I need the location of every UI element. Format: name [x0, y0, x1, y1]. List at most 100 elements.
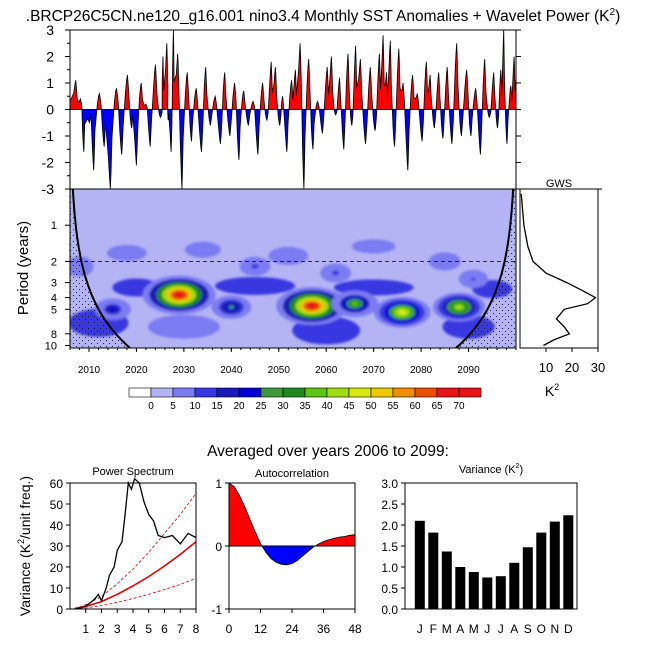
ps-lower-confidence-line [74, 578, 197, 610]
colorbar-swatch [150, 387, 174, 398]
colorbar-swatch [128, 387, 152, 398]
power-spectrum-axes-box [69, 482, 197, 610]
autocorrelation-title: Autocorrelation [255, 468, 329, 480]
ps-xtick-label: 1 [82, 622, 89, 636]
variance-bar-4 [455, 567, 466, 609]
wavelet-xtick-label: 2010 [78, 365, 101, 376]
wavelet-axes-box [69, 188, 517, 349]
variance-month-label: J [484, 622, 490, 636]
ac-xtick-label: 0 [226, 622, 233, 636]
wavelet-band [215, 276, 296, 295]
autocorrelation-line [229, 483, 355, 566]
ps-ytick-label: 0 [56, 603, 63, 617]
colorbar-label: 65 [431, 401, 443, 412]
sst-series-line [70, 30, 516, 189]
variance-ytick-label: 1.0 [381, 561, 398, 575]
variance-ytick-label: 0.0 [381, 603, 398, 617]
wavelet-contour-peak-2040 [228, 305, 235, 310]
variance-ytick-label: 2.5 [381, 498, 398, 512]
variance-ytick-label: 2.0 [381, 519, 398, 533]
colorbar-swatch [304, 387, 328, 398]
colorbar: 0 5 10 15 20 25 30 35 40 45 50 55 60 65 70 [128, 387, 482, 412]
autocorrelation-negative-area [229, 546, 355, 565]
variance-month-label: M [469, 622, 479, 636]
cone-of-influence-line [71, 189, 515, 348]
wavelet-panel: 1 2 3 45 810 2010 2020 2030 2040 2050 2060 2070 2080… [15, 188, 517, 376]
sst-anomaly-panel: 3 2 1 0 -1 -2 -3 [42, 22, 521, 197]
power-spectrum-title: Power Spectrum [92, 466, 173, 478]
ps-ytick-label: 50 [50, 498, 64, 512]
colorbar-swatch [216, 387, 240, 398]
variance-month-label: J [417, 622, 423, 636]
wavelet-ytick-label: 5 [51, 304, 57, 316]
sst-ytick-label: -3 [42, 181, 55, 197]
colorbar-label: 40 [321, 401, 333, 412]
wavelet-ylabel: Period (years) [15, 221, 32, 315]
variance-bar-1 [414, 520, 425, 609]
ps-xtick-label: 6 [161, 622, 168, 636]
wavelet-ytick-label: 8 [51, 329, 57, 341]
ps-ytick-label: 60 [50, 477, 64, 491]
wavelet-xtick-label: 2080 [410, 365, 433, 376]
ps-xtick-label: 4 [130, 622, 137, 636]
gws-title: GWS [546, 178, 572, 190]
variance-month-label: O [537, 622, 546, 636]
wavelet-contour-peak-2057 [307, 303, 317, 310]
wavelet-contour-peak-2088 [455, 304, 463, 310]
wavelet-contour-peak-2015 [110, 307, 116, 311]
variance-month-label: A [510, 622, 518, 636]
variance-bar-2 [428, 532, 439, 609]
variance-bar-3 [441, 551, 452, 609]
wavelet-band [147, 314, 220, 339]
gws-line [520, 193, 597, 347]
colorbar-swatch [436, 387, 460, 398]
colorbar-label: 35 [299, 401, 311, 412]
variance-axes-box [404, 482, 578, 610]
wavelet-xtick-label: 2030 [173, 365, 196, 376]
colorbar-swatch [238, 387, 262, 398]
colorbar-label: 0 [148, 401, 154, 412]
autocorrelation-positive-area [229, 483, 355, 546]
variance-bar-7 [495, 576, 506, 609]
wavelet-ytick-label: 10 [45, 340, 57, 352]
ps-upper-confidence-line [74, 493, 197, 609]
ps-ytick-label: 30 [50, 540, 64, 554]
wavelet-xtick-label: 2050 [268, 365, 291, 376]
variance-bar-9 [522, 547, 533, 609]
variance-month-label: D [564, 622, 573, 636]
ac-ytick-label: -1 [211, 603, 222, 617]
wavelet-contour-peak-2045 [252, 264, 258, 268]
gws-xtick-label: 10 [539, 360, 553, 375]
sst-ytick-label: -1 [42, 128, 55, 144]
gws-xtick-label: 20 [565, 360, 579, 375]
wavelet-ytick-label: 1 [51, 220, 57, 232]
variance-month-label: F [430, 622, 437, 636]
ps-red-noise-line [74, 541, 197, 610]
variance-month-label: J [498, 622, 504, 636]
sst-ytick-label: 1 [46, 75, 54, 91]
colorbar-swatch [260, 387, 284, 398]
colorbar-swatch [370, 387, 394, 398]
wavelet-xtick-label: 2040 [220, 365, 243, 376]
gws-xtick-label: 30 [591, 360, 605, 375]
variance-title: Variance (K2) [459, 463, 523, 476]
wavelet-band [351, 239, 396, 254]
variance-ytick-label: 0.5 [381, 582, 398, 596]
ps-xtick-label: 8 [193, 622, 200, 636]
ps-xtick-label: 7 [177, 622, 184, 636]
variance-bar-8 [509, 562, 520, 609]
wavelet-band [184, 241, 221, 258]
colorbar-swatch [194, 387, 218, 398]
gws-axes-box [519, 188, 599, 349]
sst-ytick-label: -2 [42, 155, 55, 171]
colorbar-label: 55 [387, 401, 399, 412]
wavelet-ytick-label: 3 [51, 278, 57, 290]
ac-xtick-label: 24 [285, 622, 299, 636]
figure-title: .BRCP26C5CN.ne120_g16.001 nino3.4 Monthl… [26, 7, 620, 25]
wavelet-contour-peak-2062 [333, 271, 338, 275]
ps-xtick-label: 2 [98, 622, 105, 636]
sst-ytick-label: 2 [46, 49, 54, 65]
colorbar-label: 70 [453, 401, 465, 412]
power-spectrum-ylabel: Variance (K2/unit freq.) [16, 476, 33, 616]
